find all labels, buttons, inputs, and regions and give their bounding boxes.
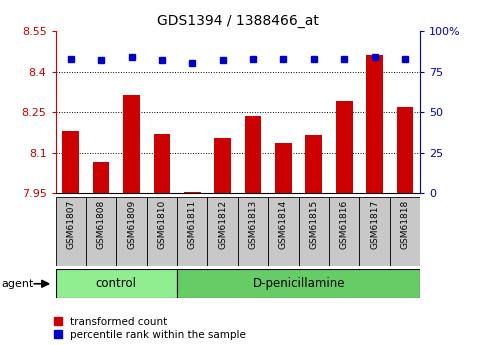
Text: GSM61812: GSM61812 bbox=[218, 200, 227, 249]
Bar bbox=[184, 192, 200, 193]
Bar bbox=[214, 138, 231, 193]
Text: GSM61814: GSM61814 bbox=[279, 200, 288, 249]
Text: agent: agent bbox=[1, 279, 33, 289]
Bar bbox=[177, 197, 208, 266]
Bar bbox=[62, 131, 79, 193]
Text: GSM61810: GSM61810 bbox=[157, 200, 167, 249]
Text: GSM61809: GSM61809 bbox=[127, 200, 136, 249]
Bar bbox=[147, 197, 177, 266]
Text: GSM61807: GSM61807 bbox=[66, 200, 75, 249]
Bar bbox=[208, 197, 238, 266]
Text: GSM61813: GSM61813 bbox=[249, 200, 257, 249]
Text: GDS1394 / 1388466_at: GDS1394 / 1388466_at bbox=[157, 14, 319, 28]
Bar bbox=[298, 197, 329, 266]
Bar bbox=[245, 116, 261, 193]
Bar bbox=[177, 269, 420, 298]
Legend: transformed count, percentile rank within the sample: transformed count, percentile rank withi… bbox=[54, 317, 246, 340]
Bar bbox=[397, 107, 413, 193]
Bar bbox=[86, 197, 116, 266]
Bar bbox=[154, 134, 170, 193]
Bar bbox=[268, 197, 298, 266]
Bar bbox=[359, 197, 390, 266]
Text: GSM61816: GSM61816 bbox=[340, 200, 349, 249]
Text: GSM61817: GSM61817 bbox=[370, 200, 379, 249]
Bar bbox=[336, 101, 353, 193]
Text: GSM61815: GSM61815 bbox=[309, 200, 318, 249]
Text: GSM61808: GSM61808 bbox=[97, 200, 106, 249]
Bar bbox=[93, 162, 110, 193]
Bar bbox=[56, 197, 86, 266]
Bar bbox=[366, 55, 383, 193]
Bar bbox=[390, 197, 420, 266]
Bar bbox=[275, 143, 292, 193]
Text: D-penicillamine: D-penicillamine bbox=[253, 277, 345, 290]
Bar bbox=[123, 95, 140, 193]
Bar bbox=[238, 197, 268, 266]
Text: GSM61818: GSM61818 bbox=[400, 200, 410, 249]
Bar bbox=[329, 197, 359, 266]
Bar bbox=[56, 269, 177, 298]
Bar bbox=[116, 197, 147, 266]
Bar bbox=[305, 135, 322, 193]
Text: control: control bbox=[96, 277, 137, 290]
Text: GSM61811: GSM61811 bbox=[188, 200, 197, 249]
